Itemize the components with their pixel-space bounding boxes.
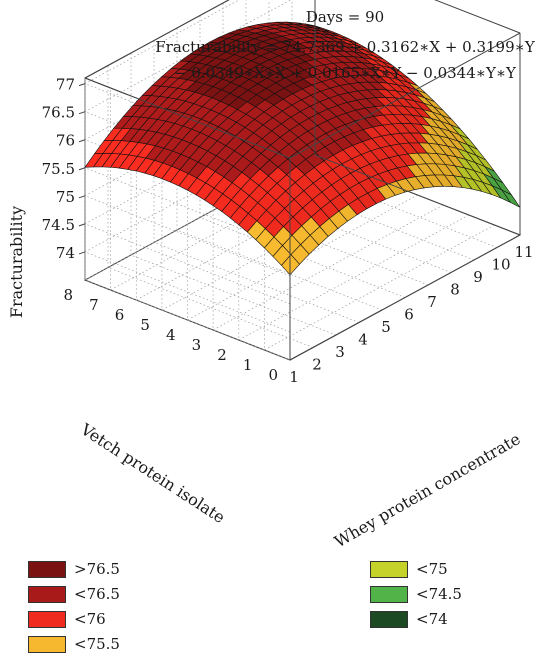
box-edge [289, 32, 521, 159]
z-tick-label: 76 [56, 132, 75, 150]
chart-title: Days = 90 [306, 8, 384, 26]
equation-line-2: − 0.0349∗X∗X + 0.0165∗X∗Y − 0.0344∗Y∗Y [174, 64, 517, 82]
x-tick-label: 6 [404, 306, 414, 324]
grid-line [153, 40, 360, 323]
y-tick-label: 5 [140, 316, 150, 334]
z-tick-label: 75 [56, 188, 75, 206]
x-tick-label: 7 [427, 293, 437, 311]
x-tick-label: 1 [289, 368, 299, 386]
z-tick-label: 74 [56, 244, 75, 262]
z-axis-label: Fracturability [7, 206, 26, 318]
y-tick-label: 7 [89, 296, 99, 314]
y-tick-label: 8 [63, 286, 73, 304]
z-tick-mark [78, 83, 86, 87]
box-edge [289, 234, 521, 361]
y-tick-label: 0 [268, 366, 278, 384]
box-edge [84, 77, 291, 159]
z-tick-mark [78, 139, 86, 143]
z-tick-mark [78, 223, 86, 227]
axis-ticks: 7474.57575.57676.57701234567812345678910… [42, 76, 534, 386]
equation-line-1: Fracturability = 74.7369 + 0.3162∗X + 0.… [155, 38, 536, 56]
z-tick-mark [78, 167, 86, 171]
box-edge [84, 0, 230, 79]
z-tick-mark [78, 111, 86, 115]
x-tick-label: 11 [514, 243, 533, 261]
grid-line [107, 65, 314, 348]
z-tick-mark [78, 195, 86, 199]
y-tick-label: 4 [166, 326, 176, 344]
y-tick-label: 2 [217, 346, 227, 364]
x-tick-label: 9 [473, 268, 483, 286]
x-tick-label: 10 [491, 256, 510, 274]
z-tick-label: 75.5 [42, 160, 75, 178]
z-tick-mark [78, 251, 86, 255]
bounding-box [84, 0, 521, 361]
y-tick-label: 1 [243, 356, 253, 374]
x-axis-label: Whey protein concentrate [331, 429, 524, 551]
response-surface [84, 21, 521, 276]
x-tick-label: 3 [335, 343, 345, 361]
y-tick-label: 6 [115, 306, 125, 324]
z-tick-label: 76.5 [42, 104, 75, 122]
box-edge [434, 0, 521, 34]
x-tick-label: 5 [381, 318, 391, 336]
grid-line [84, 78, 291, 361]
z-tick-label: 74.5 [42, 216, 75, 234]
grid-line [199, 15, 406, 298]
grid-line [84, 78, 316, 281]
z-tick-label: 77 [56, 76, 75, 94]
box-edge [314, 154, 521, 236]
y-axis-label: Vetch protein isolate [77, 419, 229, 527]
surface-cell [501, 189, 521, 208]
y-tick-label: 3 [192, 336, 202, 354]
x-tick-label: 8 [450, 281, 460, 299]
x-tick-label: 4 [358, 331, 368, 349]
x-tick-label: 2 [312, 356, 322, 374]
